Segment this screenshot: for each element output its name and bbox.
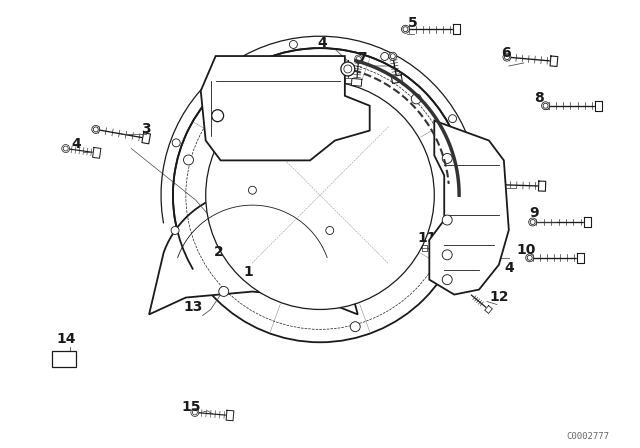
Ellipse shape — [173, 48, 467, 342]
Circle shape — [389, 52, 397, 60]
Circle shape — [525, 254, 534, 262]
Text: 10: 10 — [516, 243, 536, 257]
Polygon shape — [577, 253, 584, 263]
Text: C0002777: C0002777 — [567, 432, 610, 441]
Polygon shape — [244, 245, 250, 251]
Text: 4: 4 — [504, 261, 514, 275]
Circle shape — [443, 237, 453, 247]
Circle shape — [326, 227, 333, 234]
Circle shape — [529, 218, 537, 226]
Circle shape — [93, 127, 99, 132]
Polygon shape — [538, 181, 546, 191]
Text: 4: 4 — [317, 36, 327, 50]
Circle shape — [504, 55, 509, 60]
Circle shape — [527, 255, 532, 260]
Text: 11: 11 — [417, 231, 437, 245]
Circle shape — [356, 56, 361, 61]
Circle shape — [171, 227, 179, 234]
Circle shape — [390, 54, 396, 59]
Circle shape — [491, 181, 499, 189]
Polygon shape — [422, 245, 428, 251]
Text: 14: 14 — [57, 332, 76, 346]
Circle shape — [172, 139, 180, 147]
Circle shape — [449, 115, 456, 123]
Polygon shape — [584, 217, 591, 227]
Polygon shape — [345, 78, 351, 83]
Circle shape — [442, 215, 452, 225]
Circle shape — [344, 65, 352, 73]
Circle shape — [341, 62, 355, 76]
Circle shape — [289, 40, 298, 48]
Circle shape — [442, 250, 452, 260]
Circle shape — [442, 154, 452, 164]
Polygon shape — [226, 410, 234, 421]
Circle shape — [381, 52, 388, 60]
Polygon shape — [149, 190, 358, 314]
Text: 7: 7 — [494, 171, 504, 185]
Circle shape — [63, 146, 68, 151]
Circle shape — [193, 410, 197, 415]
Circle shape — [530, 220, 535, 224]
Circle shape — [442, 275, 452, 284]
Circle shape — [248, 186, 257, 194]
Text: 4: 4 — [72, 137, 81, 151]
Polygon shape — [93, 147, 101, 158]
Circle shape — [191, 409, 199, 416]
Polygon shape — [595, 101, 602, 111]
Polygon shape — [201, 56, 370, 160]
Polygon shape — [392, 75, 403, 83]
Circle shape — [184, 155, 193, 165]
Polygon shape — [484, 306, 492, 314]
Circle shape — [543, 103, 548, 108]
Circle shape — [219, 286, 228, 297]
Polygon shape — [550, 56, 558, 66]
Text: 9: 9 — [529, 206, 538, 220]
Text: 7: 7 — [357, 51, 367, 65]
Circle shape — [403, 27, 408, 32]
Circle shape — [541, 102, 550, 110]
Polygon shape — [351, 78, 362, 86]
Ellipse shape — [205, 81, 435, 310]
Text: 3: 3 — [141, 121, 151, 136]
Text: 2: 2 — [214, 245, 223, 259]
Polygon shape — [142, 133, 150, 144]
Circle shape — [401, 25, 410, 33]
Circle shape — [218, 74, 225, 82]
Circle shape — [503, 53, 511, 61]
Text: 5: 5 — [408, 16, 417, 30]
Text: 1: 1 — [244, 265, 253, 279]
Text: 13: 13 — [183, 301, 202, 314]
Circle shape — [212, 110, 223, 122]
Circle shape — [350, 322, 360, 332]
Text: 8: 8 — [534, 91, 543, 105]
Circle shape — [280, 59, 290, 69]
Polygon shape — [429, 121, 509, 294]
Text: 15: 15 — [181, 400, 200, 414]
Text: 6: 6 — [501, 46, 511, 60]
Circle shape — [92, 125, 100, 134]
Circle shape — [355, 55, 363, 63]
Polygon shape — [52, 351, 76, 367]
Polygon shape — [453, 24, 460, 34]
Circle shape — [492, 182, 497, 187]
Circle shape — [412, 94, 421, 104]
Text: 12: 12 — [489, 289, 509, 304]
Circle shape — [61, 145, 70, 152]
